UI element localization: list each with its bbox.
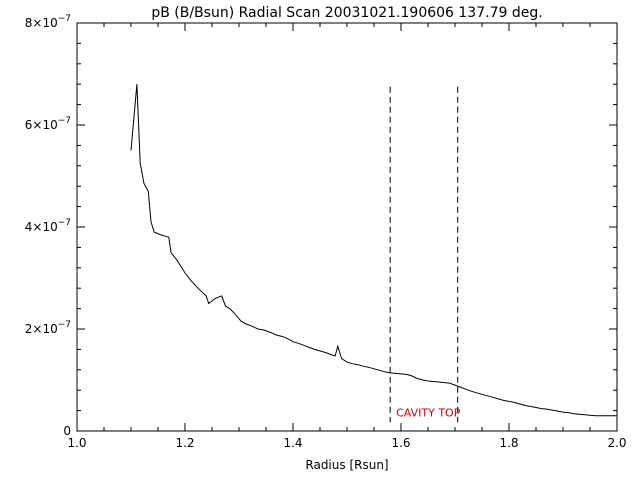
y-tick-label: 2×10−7 — [25, 320, 71, 336]
x-tick-label: 1.8 — [499, 436, 518, 450]
x-tick-label: 1.4 — [283, 436, 302, 450]
y-axis-ticks: 0 2×10−7 4×10−7 6×10−7 8×10−7 — [25, 14, 617, 438]
x-tick-label: 2.0 — [607, 436, 626, 450]
y-tick-label: 4×10−7 — [25, 218, 71, 234]
data-series — [130, 84, 617, 417]
cavity-markers — [389, 86, 459, 423]
annotations: CAVITY TOP — [396, 407, 461, 420]
y-tick-label: 8×10−7 — [25, 14, 71, 30]
x-axis-label: Radius [Rsun] — [305, 458, 388, 472]
x-tick-label: 1.0 — [67, 436, 86, 450]
x-axis-ticks: 1.0 1.2 1.4 1.6 1.8 2.0 — [67, 23, 627, 450]
cavity-top-label: CAVITY TOP — [396, 407, 461, 420]
y-tick-label: 6×10−7 — [25, 116, 71, 132]
chart-title: pB (B/Bsun) Radial Scan 20031021.190606 … — [151, 5, 542, 21]
y-tick-label: 0 — [63, 424, 71, 438]
pb-radial-profile-line — [130, 84, 617, 417]
x-tick-label: 1.2 — [175, 436, 194, 450]
x-tick-label: 1.6 — [391, 436, 410, 450]
plot-frame — [76, 22, 618, 432]
